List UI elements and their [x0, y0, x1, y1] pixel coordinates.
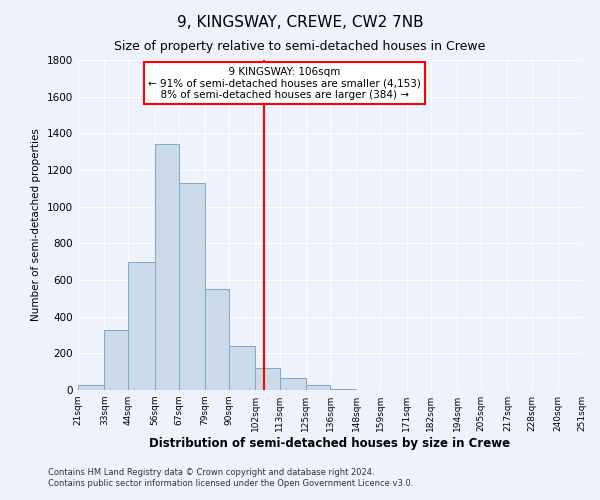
Bar: [205, 289, 229, 390]
Bar: [280, 378, 306, 390]
Bar: [155, 144, 179, 390]
Text: 9 KINGSWAY: 106sqm  
← 91% of semi-detached houses are smaller (4,153)
  8% of s: 9 KINGSWAY: 106sqm ← 91% of semi-detache…: [148, 66, 421, 100]
Bar: [256, 368, 280, 390]
X-axis label: Distribution of semi-detached houses by size in Crewe: Distribution of semi-detached houses by …: [149, 437, 511, 450]
Bar: [78, 386, 104, 390]
Text: Contains HM Land Registry data © Crown copyright and database right 2024.
Contai: Contains HM Land Registry data © Crown c…: [48, 468, 413, 487]
Bar: [306, 386, 330, 390]
Bar: [229, 346, 256, 390]
Text: 9, KINGSWAY, CREWE, CW2 7NB: 9, KINGSWAY, CREWE, CW2 7NB: [176, 15, 424, 30]
Y-axis label: Number of semi-detached properties: Number of semi-detached properties: [31, 128, 41, 322]
Bar: [179, 183, 205, 390]
Text: Size of property relative to semi-detached houses in Crewe: Size of property relative to semi-detach…: [115, 40, 485, 53]
Bar: [104, 330, 128, 390]
Bar: [128, 262, 155, 390]
Bar: [330, 389, 356, 390]
